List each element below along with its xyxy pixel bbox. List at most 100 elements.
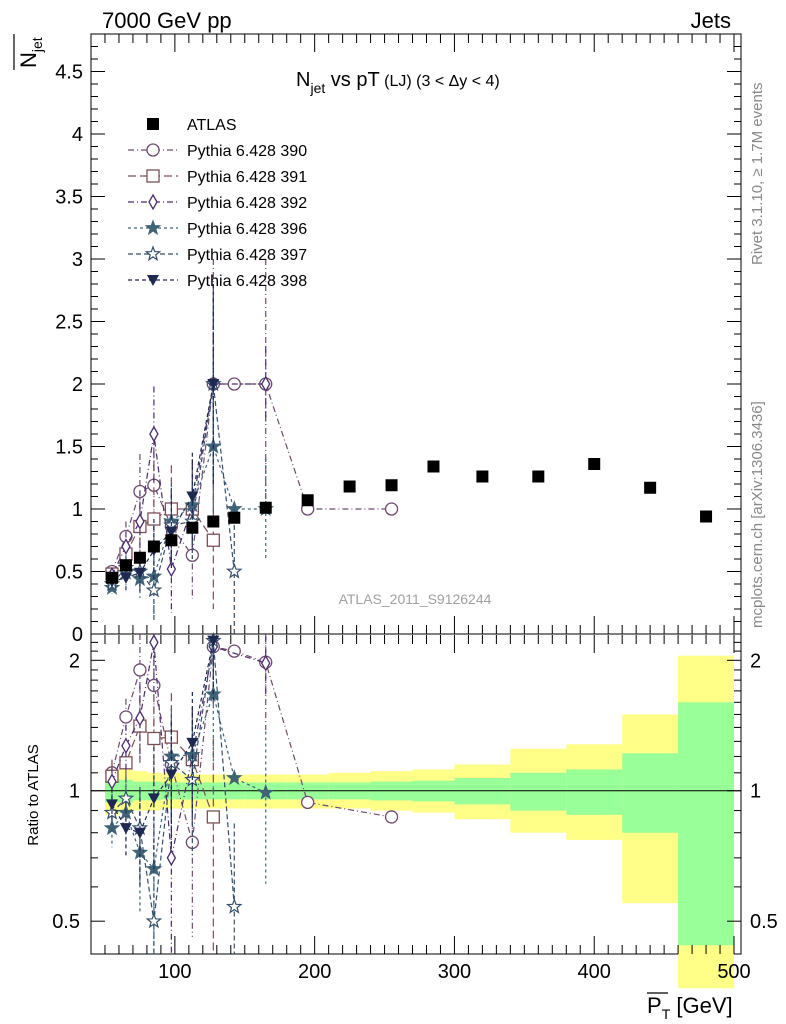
legend-label: ATLAS [187, 117, 237, 134]
main-point [119, 572, 132, 584]
legend-entry: Pythia 6.428 397 [128, 245, 307, 264]
ratio-uncertainty-bands [104, 655, 735, 989]
ratio-point [105, 799, 118, 811]
ratio-point [117, 789, 135, 806]
legend-marker [147, 118, 159, 130]
ratio-band-inner-14 [510, 772, 567, 811]
ratio-point [225, 897, 243, 914]
main-y-tick-label: 2.5 [55, 312, 83, 334]
legend-entry: Pythia 6.428 396 [128, 219, 307, 238]
legend-label: Pythia 6.428 391 [187, 169, 307, 186]
ratio-y-tick-label: 2 [69, 650, 80, 672]
ratio-point [145, 912, 163, 929]
legend-entry: ATLAS [147, 117, 237, 134]
ratio-band-inner-17 [678, 702, 735, 946]
main-series-line [111, 383, 266, 576]
main-y-tick-label: 3 [72, 249, 83, 271]
main-series-line [111, 383, 235, 592]
ratio-point [206, 810, 220, 824]
main-y-tick-label: 1.5 [55, 437, 83, 459]
ratio-plot-frame [90, 633, 742, 955]
main-point [121, 538, 131, 555]
main-y-axis-label: Njet [13, 34, 45, 70]
main-point [186, 491, 199, 503]
main-point [165, 526, 178, 538]
x-axis-label: PT [GeV] [647, 992, 733, 1022]
main-point [228, 511, 241, 524]
main-point [119, 559, 132, 572]
x-axis-ticks: 100 200 300 400 500 [104, 34, 751, 983]
main-point [207, 379, 220, 390]
ratio-axis-ticks: 0.5 0.5 1 1 2 2 [52, 641, 778, 933]
main-point [135, 513, 145, 530]
ratio-y-tick-label: 0.5 [52, 911, 80, 933]
main-point [166, 560, 177, 578]
main-y-tick-label: 3.5 [55, 187, 83, 209]
main-point [207, 515, 220, 528]
main-point [476, 470, 489, 483]
main-point [225, 562, 243, 579]
ratio-point [166, 849, 177, 867]
main-point [133, 567, 146, 579]
main-y-tick-label: 4 [72, 124, 83, 146]
main-point [532, 470, 545, 483]
main-point [588, 458, 601, 470]
main-series-line [111, 383, 392, 572]
ratio-point [301, 795, 315, 810]
legend-label: Pythia 6.428 392 [187, 195, 307, 212]
legend-marker [144, 219, 162, 236]
legend-marker [144, 245, 162, 262]
main-axis-ticks: 0 0.5 1 1.5 2 2.5 3 3.5 4 4.5 [55, 33, 741, 646]
legend-marker [148, 193, 158, 211]
ratio-point [135, 709, 145, 727]
main-plot-marks [103, 259, 713, 634]
legend-marker [146, 143, 160, 157]
mcplots-label: mcplots.cern.ch [arXiv:1306.3436] [749, 401, 766, 628]
main-y-tick-label: 0.5 [55, 562, 83, 584]
main-point [133, 551, 146, 564]
analysis-watermark: ATLAS_2011_S9126244 [339, 591, 492, 607]
ratio-point [257, 783, 275, 800]
main-point [149, 425, 159, 443]
ratio-point [225, 769, 243, 786]
ratio-y-axis-label: Ratio to ATLAS [25, 744, 42, 845]
main-point [301, 494, 314, 507]
main-series-atlas [105, 458, 713, 584]
main-point [186, 521, 199, 534]
ratio-point [133, 663, 147, 677]
ratio-point [133, 827, 146, 839]
main-point [644, 481, 657, 494]
legend: ATLAS Pythia 6.428 390 Pythia 6.428 391 Pyt… [128, 117, 307, 290]
x-tick-label: 100 [158, 961, 191, 983]
ratio-point [207, 635, 220, 647]
ratio-point [119, 823, 132, 835]
ratio-point [260, 654, 271, 672]
x-tick-label: 300 [438, 961, 471, 983]
ratio-band-inner-16 [622, 753, 679, 833]
svg-text:Njet: Njet [16, 37, 45, 68]
ratio-y-tick-label-right: 0.5 [750, 911, 778, 933]
legend-entry: Pythia 6.428 390 [128, 143, 307, 160]
ratio-y-tick-label-right: 1 [750, 781, 761, 803]
main-point [260, 375, 271, 393]
ratio-series-pythia-6-428-398 [105, 634, 220, 887]
svg-text:PT [GeV]: PT [GeV] [647, 993, 733, 1022]
legend-entry: Pythia 6.428 398 [128, 273, 307, 290]
main-point [385, 479, 398, 492]
main-y-tick-label: 1 [72, 499, 83, 521]
ratio-point [149, 634, 159, 651]
x-tick-label: 500 [717, 961, 750, 983]
main-y-tick-label: 2 [72, 374, 83, 396]
ratio-point [227, 644, 241, 658]
x-tick-label: 200 [298, 961, 331, 983]
rivet-label: Rivet 3.1.10, ≥ 1.7M events [749, 83, 766, 266]
legend-label: Pythia 6.428 398 [187, 273, 307, 290]
ratio-band-inner-15 [566, 769, 623, 815]
main-point [147, 540, 160, 553]
legend-label: Pythia 6.428 396 [187, 221, 307, 238]
ratio-point [384, 810, 399, 824]
legend-label: Pythia 6.428 390 [187, 143, 307, 160]
ratio-y-tick-label-right: 2 [750, 650, 761, 672]
header-left: 7000 GeV pp [102, 8, 232, 33]
